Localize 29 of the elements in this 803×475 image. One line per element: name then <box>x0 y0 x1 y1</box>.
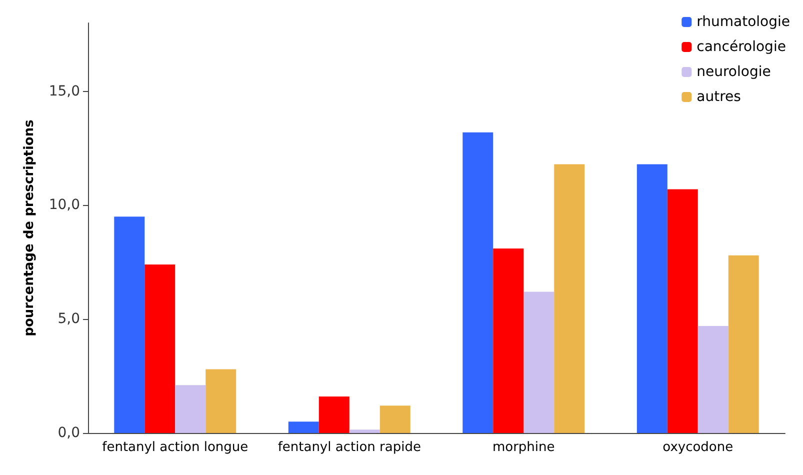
x-tick-label: oxycodone <box>662 440 734 455</box>
bar <box>175 385 206 433</box>
y-tick-label: 10,0 <box>48 197 80 214</box>
legend-label: autres <box>696 89 741 105</box>
bar <box>728 255 759 433</box>
bar <box>318 396 350 433</box>
legend-label: rhumatologie <box>696 14 790 30</box>
x-tick-label: fentanyl action rapide <box>278 440 421 455</box>
bar <box>349 430 380 433</box>
y-tick-label: 0,0 <box>58 425 80 441</box>
x-tick-label: morphine <box>492 440 555 455</box>
bar <box>667 189 698 433</box>
bar <box>636 164 668 433</box>
bar <box>144 264 176 433</box>
bar <box>206 369 236 433</box>
bar <box>554 164 585 433</box>
y-tick-label: 5,0 <box>58 311 80 328</box>
bar <box>288 422 319 433</box>
bar <box>462 132 494 433</box>
bar <box>380 406 410 433</box>
x-tick-label: fentanyl action longue <box>102 440 248 455</box>
bar <box>493 248 524 433</box>
y-axis-title: pourcentage de prescriptions <box>22 119 37 336</box>
legend-label: cancérologie <box>696 39 786 55</box>
bar <box>524 292 554 433</box>
legend-label: neurologie <box>696 64 771 80</box>
bar <box>114 216 145 433</box>
y-tick-label: 15,0 <box>48 83 80 100</box>
bar <box>698 326 728 433</box>
